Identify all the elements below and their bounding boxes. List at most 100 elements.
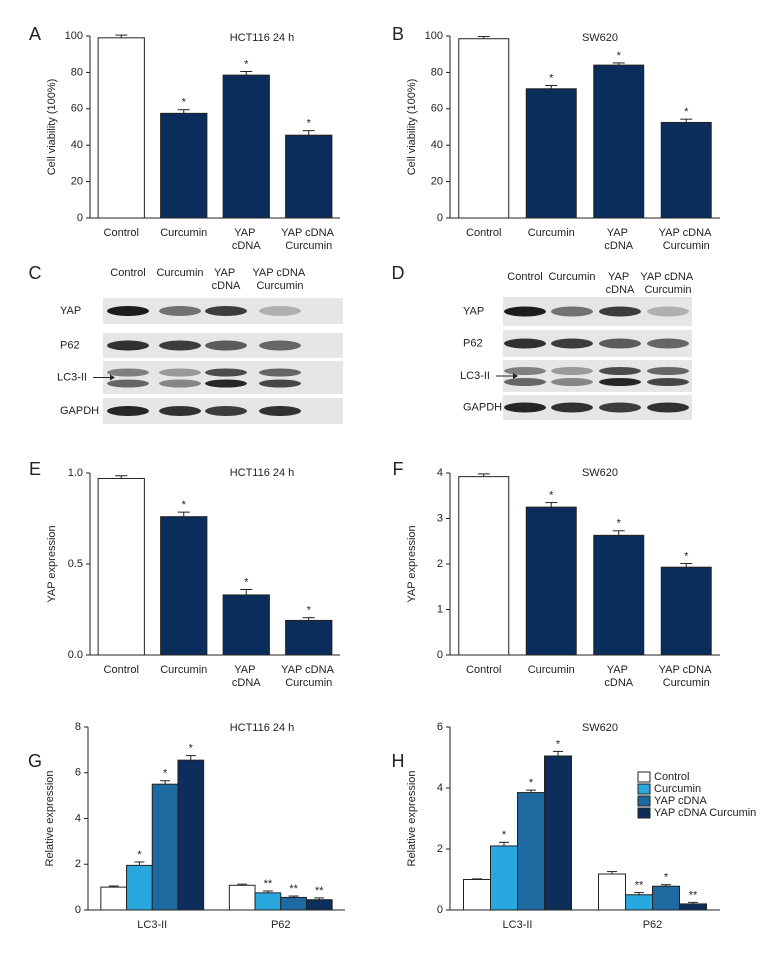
significance-label: * (549, 489, 554, 501)
chart-title: SW620 (582, 32, 618, 44)
error-bar (526, 789, 536, 793)
x-tick-label: YAP cDNA Curcumin (659, 227, 714, 252)
row-label: LC3-II (57, 371, 87, 383)
significance-label: * (137, 849, 142, 861)
bar (593, 64, 645, 219)
significance-label: * (244, 58, 249, 70)
lane-label: Control (110, 267, 145, 279)
x-tick-label: YAP cDNA Curcumin (281, 227, 336, 252)
x-tick-label: YAP cDNA Curcumin (281, 664, 336, 689)
significance-label: ** (264, 878, 273, 890)
y-axis-label: YAP expression (406, 525, 418, 602)
lane-label: Curcumin (548, 271, 595, 283)
bar (458, 38, 510, 219)
bar (517, 792, 545, 911)
y-tick-label: 0 (437, 649, 443, 661)
significance-label: ** (289, 883, 298, 895)
significance-label: * (182, 97, 187, 109)
y-tick-label: 0 (437, 212, 443, 224)
blot-band (647, 338, 689, 349)
error-bar (688, 901, 698, 904)
error-bar (612, 530, 625, 536)
error-bar (237, 883, 248, 886)
bar (97, 477, 145, 656)
bar (305, 899, 333, 911)
x-tick-label: YAP cDNA (232, 227, 261, 252)
y-axis-label: Cell viability (100%) (406, 79, 418, 176)
y-tick-label: 0 (437, 904, 443, 916)
blot-band (107, 406, 149, 416)
y-axis-label: Relative expression (406, 771, 418, 867)
bar (100, 886, 128, 911)
y-tick-label: 60 (71, 103, 83, 115)
y-tick-label: 100 (65, 30, 83, 42)
error-bar (302, 130, 315, 136)
bar (222, 594, 270, 656)
significance-label: * (163, 768, 168, 780)
chart-title: HCT116 24 h (230, 467, 295, 479)
blot-band (551, 338, 593, 349)
error-bar (262, 890, 273, 893)
bar (525, 506, 577, 656)
legend-swatch (637, 771, 651, 783)
significance-label: * (684, 550, 689, 562)
bar (254, 892, 282, 911)
panel-letter: F (393, 459, 404, 479)
blot-band (647, 306, 689, 317)
bar (525, 88, 577, 219)
row-label: P62 (463, 337, 483, 349)
x-tick-label: Curcumin (160, 664, 207, 676)
legend-swatch (637, 807, 651, 819)
x-tick-label: LC3-II (503, 919, 533, 931)
bar (151, 783, 179, 911)
y-axis-label: Cell viability (100%) (46, 79, 58, 176)
row-label: P62 (60, 339, 80, 351)
row-label: LC3-II (460, 370, 490, 382)
x-tick-label: YAP cDNA Curcumin (659, 664, 714, 689)
blot-band (504, 338, 546, 349)
blot-band (205, 379, 247, 388)
x-tick-label: P62 (271, 919, 291, 931)
bar (660, 566, 712, 656)
bar (463, 879, 491, 911)
significance-label: * (617, 518, 622, 530)
row-arrowhead (513, 373, 518, 379)
panel-letter: B (392, 24, 404, 44)
blot-band (159, 306, 201, 316)
error-bar (553, 750, 563, 756)
bar (160, 112, 208, 219)
chart-title: HCT116 24 h (230, 32, 295, 44)
error-bar (680, 118, 693, 123)
error-bar (134, 861, 145, 866)
y-axis-label: Relative expression (44, 771, 56, 867)
significance-label: * (549, 72, 554, 84)
blot-band (647, 378, 689, 386)
error-bar (499, 841, 509, 846)
bar (490, 845, 518, 911)
significance-label: * (617, 50, 622, 62)
blot-band (504, 306, 546, 317)
x-tick-label: YAP cDNA (604, 227, 633, 252)
x-tick-label: Control (104, 664, 139, 676)
y-tick-label: 2 (437, 843, 443, 855)
legend-swatch (637, 783, 651, 795)
error-bar (607, 871, 617, 875)
blot-band (259, 406, 301, 416)
blot-band (599, 402, 641, 413)
error-bar (545, 85, 558, 89)
legend-label: Curcumin (654, 783, 701, 795)
legend-swatch (637, 795, 651, 807)
y-tick-label: 100 (425, 30, 443, 42)
error-bar (240, 70, 253, 76)
x-tick-label: YAP cDNA (604, 664, 633, 689)
legend-label: YAP cDNA Curcumin (654, 807, 756, 819)
y-tick-label: 8 (75, 721, 81, 733)
y-tick-label: 0.5 (68, 558, 83, 570)
bar (177, 759, 205, 911)
y-tick-label: 1 (437, 603, 443, 615)
blot-band (504, 378, 546, 386)
significance-label: * (182, 499, 187, 511)
panel-letter: G (28, 751, 42, 771)
blot-band (599, 338, 641, 349)
